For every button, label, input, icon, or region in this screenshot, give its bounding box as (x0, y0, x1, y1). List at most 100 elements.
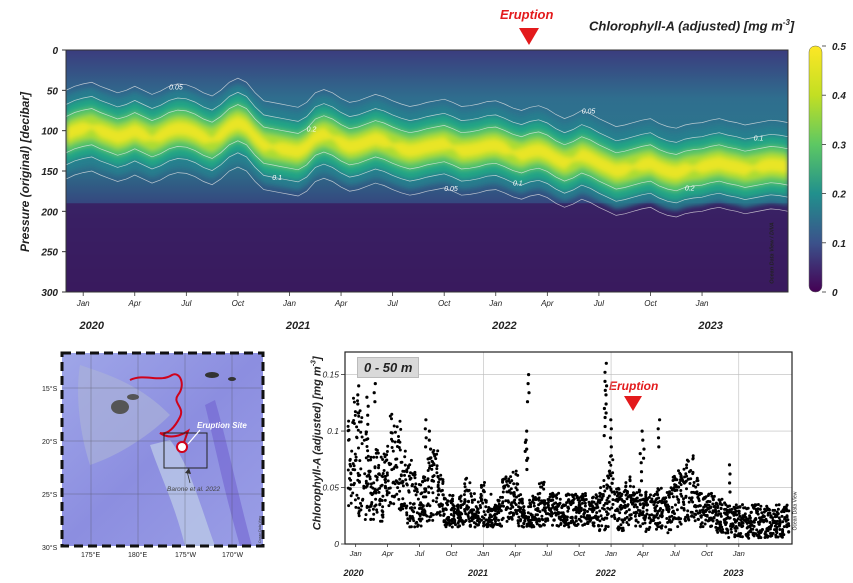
scatter-point (694, 485, 698, 489)
scatter-point (591, 523, 595, 527)
scatter-outlier (639, 470, 644, 474)
scatter-outlier (658, 418, 662, 422)
scatter-point (413, 470, 417, 474)
scatter-point (349, 483, 353, 487)
scatter-point (458, 516, 462, 520)
scatter-point (427, 491, 431, 495)
scatter-point (511, 511, 515, 515)
scatter-point (463, 499, 467, 503)
scatter-point (684, 472, 688, 476)
scatter-point (582, 515, 586, 519)
scatter-point (685, 487, 688, 491)
bottom-y-axis-label: Chlorophyll-A (adjusted) [mg m-3] (311, 348, 324, 538)
scatter-point (606, 525, 610, 529)
scatter-point (551, 512, 554, 516)
scatter-point (738, 505, 742, 509)
scatter-point (515, 488, 519, 492)
scatter-point (706, 503, 710, 507)
scatter-point (538, 519, 541, 523)
scatter-point (760, 511, 764, 515)
scatter-point (440, 488, 444, 492)
top-x-tick-label: Oct (232, 299, 245, 308)
scatter-point (482, 523, 486, 527)
scatter-point (685, 466, 689, 470)
scatter-point (695, 476, 699, 480)
scatter-point (381, 505, 385, 509)
scatter-point (421, 504, 425, 508)
scatter-point (757, 532, 761, 536)
scatter-point (512, 491, 516, 494)
scatter-point (449, 508, 453, 512)
scatter-point (687, 500, 691, 504)
scatter-point (516, 508, 520, 512)
scatter-point (712, 494, 716, 498)
scatter-point (348, 458, 352, 462)
scatter-point (349, 501, 353, 505)
scatter-outlier (603, 415, 607, 420)
scatter-point (551, 491, 555, 495)
scatter-point (746, 506, 750, 510)
scatter-point (763, 507, 767, 511)
scatter-point (430, 467, 434, 471)
scatter-point (374, 497, 378, 501)
scatter-point (631, 501, 635, 505)
scatter-point (405, 504, 409, 508)
scatter-point (602, 479, 606, 482)
scatter-outlier (366, 422, 370, 426)
scatter-point (517, 494, 521, 498)
scatter-point (514, 510, 518, 514)
scatter-outlier (523, 440, 528, 444)
scatter-point (506, 506, 510, 510)
scatter-point (619, 494, 623, 498)
scatter-point (603, 489, 607, 493)
scatter-point (597, 498, 600, 502)
scatter-point (611, 458, 615, 462)
scatter-point (397, 435, 400, 438)
scatter-point (382, 469, 386, 472)
scatter-outlier (527, 391, 531, 395)
scatter-point (699, 525, 703, 529)
scatter-point (783, 516, 787, 520)
scatter-point (735, 513, 739, 517)
scatter-x-tick-label: Jul (414, 549, 425, 558)
scatter-point (591, 505, 595, 509)
scatter-point (656, 516, 660, 520)
scatter-point (369, 491, 373, 495)
scatter-point (704, 514, 708, 517)
scatter-point (432, 462, 436, 466)
scatter-point (403, 455, 407, 459)
scatter-outlier (642, 447, 646, 451)
map-island-samoa (205, 372, 219, 378)
scatter-point (502, 504, 505, 508)
scatter-point (508, 481, 512, 484)
scatter-point (368, 477, 372, 481)
scatter-point (666, 531, 670, 535)
scatter-point (710, 491, 713, 495)
scatter-point (579, 506, 583, 510)
scatter-point (660, 512, 664, 516)
map-reference-label: Barone et al. 2022 (167, 486, 221, 493)
scatter-point (378, 502, 382, 506)
scatter-point (382, 452, 386, 456)
scatter-outlier (526, 382, 530, 386)
scatter-x-tick-label: Oct (701, 549, 714, 558)
colorbar-tick-label: 0.4 (832, 91, 846, 102)
scatter-point (596, 518, 599, 521)
scatter-point (459, 506, 463, 510)
scatter-point (398, 477, 402, 481)
scatter-point (709, 505, 713, 509)
colorbar-tick-label: 0.1 (832, 239, 846, 250)
scatter-y-tick-label: 0 (334, 539, 339, 549)
scatter-point (653, 509, 657, 513)
scatter-point (346, 424, 350, 428)
scatter-point (465, 504, 469, 508)
scatter-point (551, 523, 554, 527)
top-x-tick-label: Jul (180, 299, 191, 308)
scatter-point (705, 500, 709, 504)
scatter-point (563, 517, 567, 521)
scatter-point (656, 509, 660, 513)
scatter-point (716, 504, 720, 508)
scatter-point (531, 494, 535, 498)
scatter-point (642, 504, 646, 508)
scatter-point (515, 495, 518, 499)
